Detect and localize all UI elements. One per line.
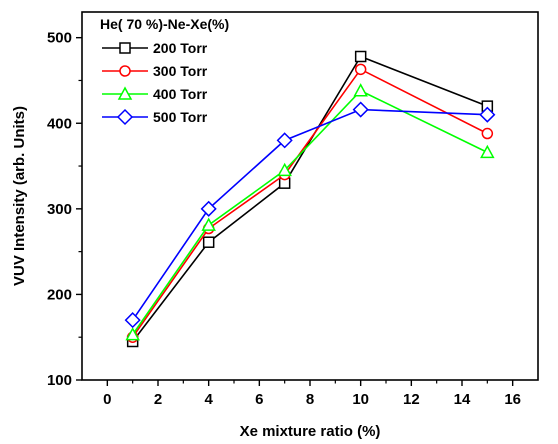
x-tick-label: 12 [403,391,420,408]
legend-title: He( 70 %)-Ne-Xe(%) [100,16,229,32]
legend-label: 300 Torr [153,63,208,79]
legend-marker [117,86,133,100]
axes: 0 2 4 6 8 10 12 14 16 100 200 300 400 500 [47,11,539,408]
legend-marker [119,42,131,54]
data-point [200,200,217,217]
data-point [201,217,216,231]
x-axis-label: Xe mixture ratio (%) [240,423,381,440]
legend-label: 500 Torr [153,109,208,125]
series-1 [126,63,494,343]
x-tick-label: 6 [255,391,263,408]
legend-entry: 200 Torr [102,40,208,56]
x-tick-label: 0 [103,391,111,408]
legend-label: 200 Torr [153,40,208,56]
legend-marker [119,65,131,77]
y-axis-label: VUV Intensity (arb. Units) [11,106,28,286]
legend-marker [116,108,134,126]
data-point [354,63,367,76]
data-point [202,236,215,248]
x-tick-label: 14 [454,391,471,408]
legend-label: 400 Torr [153,86,208,102]
y-tick-label: 100 [47,372,72,389]
data-point [352,101,369,118]
plot-frame [81,11,539,381]
x-tick-label: 10 [352,391,369,408]
x-tick-label: 16 [504,391,521,408]
x-tick-label: 2 [154,391,162,408]
data-point [481,127,494,140]
legend: He( 70 %)-Ne-Xe(%) 200 Torr 300 Torr 400 To… [100,16,229,126]
data-point [480,144,495,159]
data-point [277,162,292,177]
data-point [276,132,293,149]
x-tick-label: 8 [306,391,314,408]
legend-entry: 500 Torr [102,108,208,126]
legend-entry: 300 Torr [102,63,208,79]
series-3 [124,101,496,329]
legend-entry: 400 Torr [102,86,208,102]
y-tick-label: 200 [47,286,72,303]
series-line [132,89,488,336]
data-point [353,83,368,97]
data-point [124,312,141,329]
data-point [479,106,496,123]
y-tick-label: 400 [47,115,72,132]
data-point [354,50,367,63]
y-tick-label: 300 [47,201,72,218]
series-layer [124,50,496,348]
x-tick-label: 4 [204,391,213,408]
y-tick-label: 500 [47,30,72,47]
data-point [125,327,140,341]
